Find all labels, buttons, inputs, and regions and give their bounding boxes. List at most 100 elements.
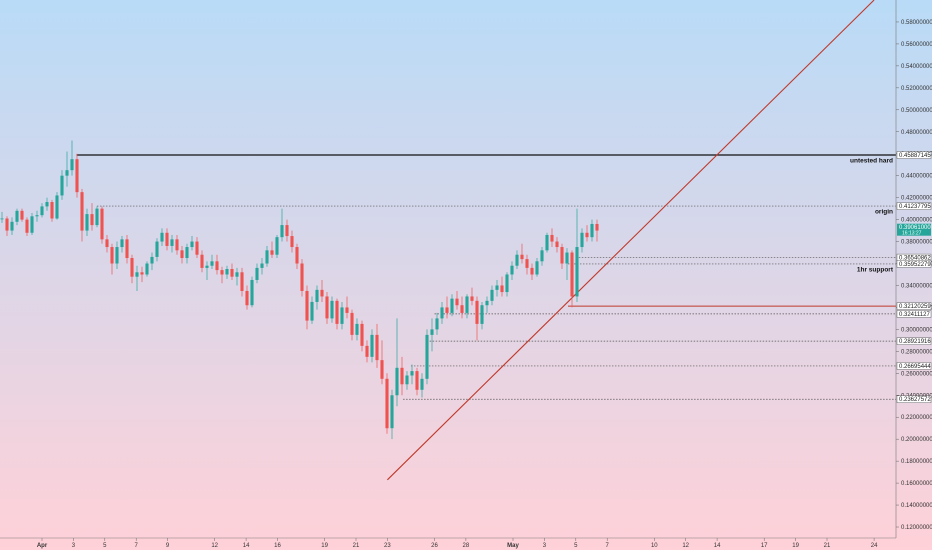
x-tick-label: 28 <box>463 543 470 549</box>
candle-body <box>25 219 29 233</box>
candle <box>160 228 164 246</box>
trendline-layer <box>387 0 875 481</box>
candle <box>375 323 379 368</box>
candle-body <box>430 329 434 335</box>
candle <box>150 252 154 271</box>
candle <box>205 261 209 280</box>
candle-body <box>305 290 309 321</box>
x-tick-label: 10 <box>651 543 658 549</box>
candle-body <box>200 254 204 268</box>
candle <box>215 254 219 275</box>
candle-body <box>125 239 129 259</box>
candle-body <box>490 289 494 301</box>
level-annotation: untested hard <box>850 158 893 165</box>
candle <box>235 267 239 286</box>
candle <box>245 285 249 310</box>
candle-body <box>45 202 49 207</box>
candle-body <box>410 371 414 376</box>
level-price-label: 0.32411127 <box>899 312 930 318</box>
candle <box>95 206 99 228</box>
candle <box>395 318 399 407</box>
candle <box>50 199 54 222</box>
candle-body <box>285 225 289 237</box>
level-price-label: 0.45887145 <box>899 153 931 159</box>
candle <box>580 228 584 253</box>
candle-body <box>215 261 219 271</box>
candle-body <box>280 225 284 238</box>
y-tick-label: 0.56000000 <box>901 42 932 48</box>
current-price-tag <box>897 223 931 236</box>
x-tick-label: 19 <box>321 543 328 549</box>
candle <box>105 234 109 253</box>
candle <box>590 219 594 242</box>
candle <box>325 292 329 324</box>
candles-layer <box>0 140 599 440</box>
candle-body <box>500 285 504 293</box>
x-tick-label: 21 <box>824 543 831 549</box>
candle <box>515 250 519 269</box>
x-tick-label: 14 <box>714 543 721 549</box>
candle <box>200 250 204 273</box>
candle <box>410 364 414 385</box>
x-tick-label: 9 <box>166 543 170 549</box>
level-annotation: origin <box>875 209 893 216</box>
candle-body <box>595 223 599 231</box>
y-tick-label: 0.14000000 <box>901 503 932 509</box>
candle <box>185 243 189 264</box>
y-tick-label: 0.40000000 <box>901 218 932 224</box>
level-price-label: 0.23627572 <box>899 397 931 403</box>
candle-body <box>370 334 374 357</box>
candle-body <box>255 267 259 280</box>
candle <box>0 211 4 223</box>
candle-body <box>180 250 184 259</box>
candle-body <box>145 263 149 275</box>
candle-body <box>155 241 159 257</box>
candle <box>440 301 444 324</box>
x-tick-label: 3 <box>543 543 547 549</box>
x-tick-label: 3 <box>72 543 76 549</box>
candle <box>125 234 129 264</box>
candle-body <box>220 270 224 275</box>
candle <box>475 296 479 341</box>
candle-body <box>330 300 334 319</box>
candle <box>70 140 74 176</box>
candle-body <box>295 247 299 264</box>
candle <box>430 318 434 352</box>
candle <box>525 254 529 275</box>
level-price-label: 0.35952279 <box>899 262 931 268</box>
candle <box>195 237 199 259</box>
candle-body <box>575 247 579 297</box>
candle-body <box>495 285 499 290</box>
candle <box>60 170 64 200</box>
level-price-label: 0.41237795 <box>899 204 931 210</box>
y-tick-label: 0.20000000 <box>901 437 932 443</box>
candle <box>360 320 364 352</box>
candle-body <box>235 272 239 277</box>
candle <box>165 228 169 251</box>
candle-body <box>460 305 464 313</box>
candle <box>500 276 504 297</box>
candle-body <box>270 250 274 255</box>
candle-body <box>135 272 139 277</box>
level-price-label: 0.26695444 <box>899 364 931 370</box>
candle <box>545 232 549 253</box>
candle-body <box>335 300 339 324</box>
current-price-countdown: 16:13:27 <box>902 231 922 237</box>
candle-body <box>85 214 89 231</box>
candle <box>560 243 564 269</box>
candle-body <box>310 301 314 321</box>
trendline[interactable] <box>387 0 875 481</box>
candle <box>260 258 264 275</box>
candle-body <box>400 367 404 385</box>
candle-body <box>225 269 229 275</box>
candle-body <box>55 195 59 219</box>
candle-body <box>345 307 349 313</box>
candle <box>550 228 554 248</box>
x-tick-label: 21 <box>353 543 360 549</box>
candle <box>65 151 69 187</box>
candle <box>300 259 304 297</box>
candle <box>40 203 44 218</box>
